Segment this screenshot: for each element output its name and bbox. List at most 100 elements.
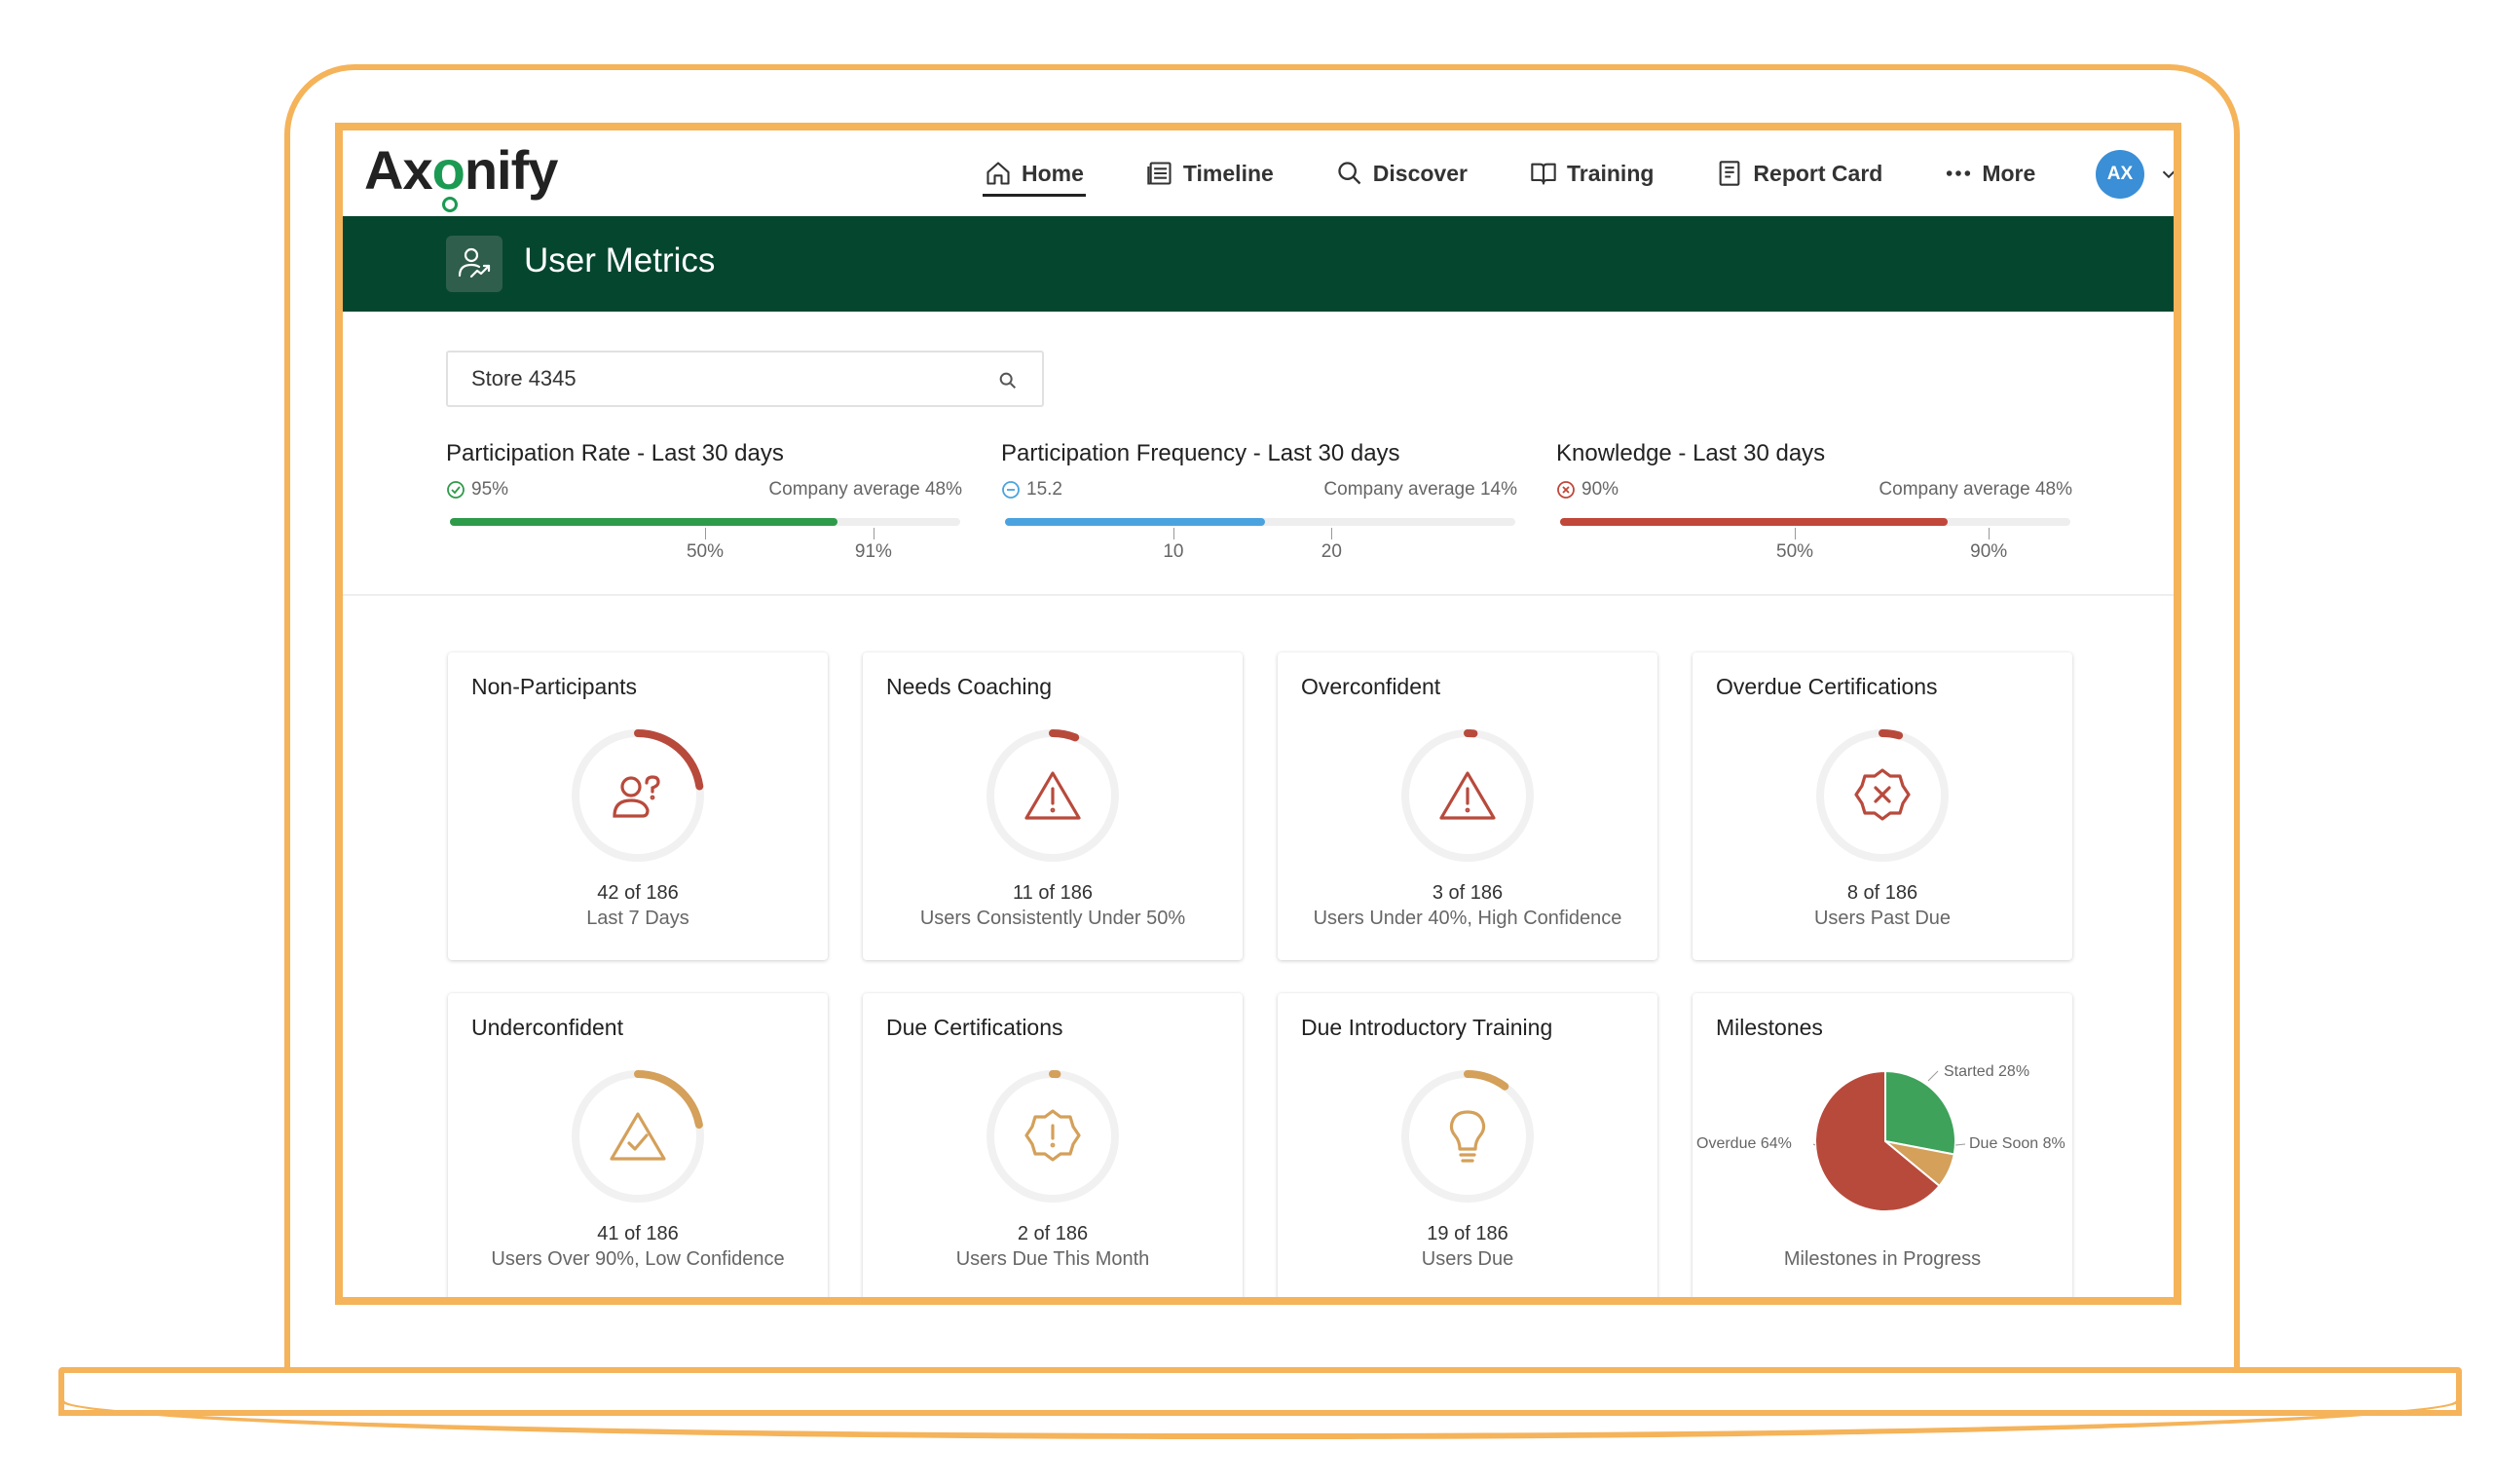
top-navigation: Axonify Home Timeline Discover <box>343 130 2174 216</box>
card-due-certifications[interactable]: Due Certifications 2 of 186 Users Due Th… <box>863 993 1243 1297</box>
card-progress-ring <box>984 1067 1122 1206</box>
nav-home-label: Home <box>1022 160 1084 186</box>
warning-check-icon <box>572 1070 704 1203</box>
card-title: Non-Participants <box>471 674 638 699</box>
nav-timeline-label: Timeline <box>1182 160 1274 186</box>
card-progress-ring <box>569 726 707 865</box>
metric-tick-label: 50% <box>1776 541 1814 562</box>
card-description: Users Over 90%, Low Confidence <box>491 1248 785 1270</box>
chevron-down-icon[interactable] <box>2158 164 2179 185</box>
nav-report-card-label: Report Card <box>1753 160 1883 186</box>
card-progress-ring <box>1398 1067 1537 1206</box>
nav-more[interactable]: More <box>1941 130 2039 216</box>
card-progress-ring <box>1398 726 1537 865</box>
logo-text-suffix: nify <box>464 139 559 201</box>
progress-arc <box>572 1070 704 1203</box>
card-title: Overconfident <box>1301 674 1441 699</box>
card-count: 11 of 186 <box>1013 882 1093 904</box>
nav-home[interactable]: Home <box>981 130 1088 216</box>
report-card-icon <box>1716 160 1743 187</box>
user-metrics-icon <box>446 236 502 292</box>
card-description: Users Past Due <box>1813 908 1952 929</box>
card-non-participants[interactable]: Non-Participants 42 of 186 Last 7 Days <box>448 652 828 960</box>
metric-tick-label: 20 <box>1321 541 1342 562</box>
metric-progress-fill <box>450 518 838 526</box>
card-overdue-certifications[interactable]: Overdue Certifications 8 of 186 Users Pa… <box>1693 652 2072 960</box>
card-milestones[interactable]: Milestones Started 28% Due Soon 8% Overd… <box>1693 993 2072 1297</box>
card-count: 42 of 186 <box>597 882 679 904</box>
company-average: Company average 48% <box>768 479 962 500</box>
leader-line-due-soon <box>1954 1143 1966 1146</box>
card-description: Users Due This Month <box>955 1248 1150 1270</box>
metric-value-text: 15.2 <box>1026 479 1062 500</box>
card-title: Due Certifications <box>886 1015 1063 1040</box>
leader-line-started <box>1927 1070 1939 1082</box>
user-avatar[interactable]: AX <box>2096 150 2144 199</box>
user-question-icon <box>572 729 704 862</box>
book-icon <box>1530 160 1557 187</box>
nav-discover[interactable]: Discover <box>1332 130 1471 216</box>
nav-more-label: More <box>1982 160 2036 186</box>
nav-timeline[interactable]: Timeline <box>1142 130 1278 216</box>
metric-tick <box>1331 528 1333 539</box>
card-due-introductory-training[interactable]: Due Introductory Training 19 of 186 User… <box>1278 993 1657 1297</box>
nav-training-label: Training <box>1566 160 1655 186</box>
metric-participation-frequency: Participation Frequency - Last 30 days 1… <box>1001 440 1517 562</box>
metric-tick-label: 50% <box>686 541 725 562</box>
warning-icon <box>986 729 1119 862</box>
page-title: User Metrics <box>524 241 716 279</box>
metric-progress-fill <box>1005 518 1266 526</box>
metric-value: 95% <box>446 479 508 501</box>
metric-tick <box>1172 528 1174 539</box>
card-progress-ring <box>1813 726 1952 865</box>
badge-alert-icon <box>986 1070 1119 1203</box>
metric-tick-label: 90% <box>1970 541 2008 562</box>
pie-slice-started[interactable] <box>1884 1069 1956 1156</box>
laptop-base-outline <box>58 1367 2462 1416</box>
metric-tick <box>1989 528 1991 539</box>
metric-knowledge: Knowledge - Last 30 days 90% Company ave… <box>1556 440 2072 562</box>
progress-arc <box>986 1070 1119 1203</box>
axonify-logo[interactable]: Axonify <box>364 138 559 212</box>
nav-training[interactable]: Training <box>1526 130 1657 216</box>
progress-arc <box>572 729 704 862</box>
logo-text-prefix: Ax <box>364 139 433 201</box>
pie-slice-overdue[interactable] <box>1814 1069 1941 1212</box>
card-title: Overdue Certifications <box>1716 674 1938 699</box>
section-divider <box>343 594 2174 596</box>
card-overconfident[interactable]: Overconfident 3 of 186 Users Under 40%, … <box>1278 652 1657 960</box>
metric-progress-fill <box>1560 518 1949 526</box>
card-needs-coaching[interactable]: Needs Coaching 11 of 186 Users Consisten… <box>863 652 1243 960</box>
progress-arc <box>1401 1070 1534 1203</box>
app-screen: Axonify Home Timeline Discover <box>335 123 2181 1305</box>
home-icon <box>985 160 1012 187</box>
leader-line-overdue <box>1812 1143 1816 1146</box>
lightbulb-icon <box>1401 1070 1534 1203</box>
metric-progress-track <box>1560 518 2070 526</box>
card-title: Underconfident <box>471 1015 623 1040</box>
timeline-icon <box>1146 160 1173 187</box>
card-description: Last 7 Days <box>586 908 689 929</box>
card-count: 41 of 186 <box>597 1223 679 1244</box>
metric-progress-track <box>450 518 960 526</box>
nav-report-card[interactable]: Report Card <box>1712 130 1886 216</box>
metric-title: Participation Rate - Last 30 days <box>446 440 784 466</box>
card-title: Milestones <box>1716 1015 1823 1040</box>
metric-title: Knowledge - Last 30 days <box>1556 440 1826 466</box>
laptop-lid-outline <box>284 64 2240 1369</box>
progress-arc <box>986 729 1119 862</box>
pie-label-started: Started 28% <box>1944 1063 2030 1080</box>
card-count: 19 of 186 <box>1427 1223 1508 1244</box>
card-description: Users Consistently Under 50% <box>919 908 1186 929</box>
progress-arc <box>1816 729 1949 862</box>
card-progress-ring <box>984 726 1122 865</box>
store-search-input[interactable] <box>448 366 974 391</box>
nav-items: Home Timeline Discover Training <box>981 130 2094 216</box>
card-title: Needs Coaching <box>886 674 1053 699</box>
store-search-field[interactable] <box>446 351 1044 407</box>
page-header: User Metrics <box>343 216 2174 312</box>
nav-discover-label: Discover <box>1372 160 1468 186</box>
search-icon[interactable] <box>997 370 1019 391</box>
card-underconfident[interactable]: Underconfident 41 of 186 Users Over 90%,… <box>448 993 828 1297</box>
pie-label-due-soon: Due Soon 8% <box>1969 1135 2065 1152</box>
